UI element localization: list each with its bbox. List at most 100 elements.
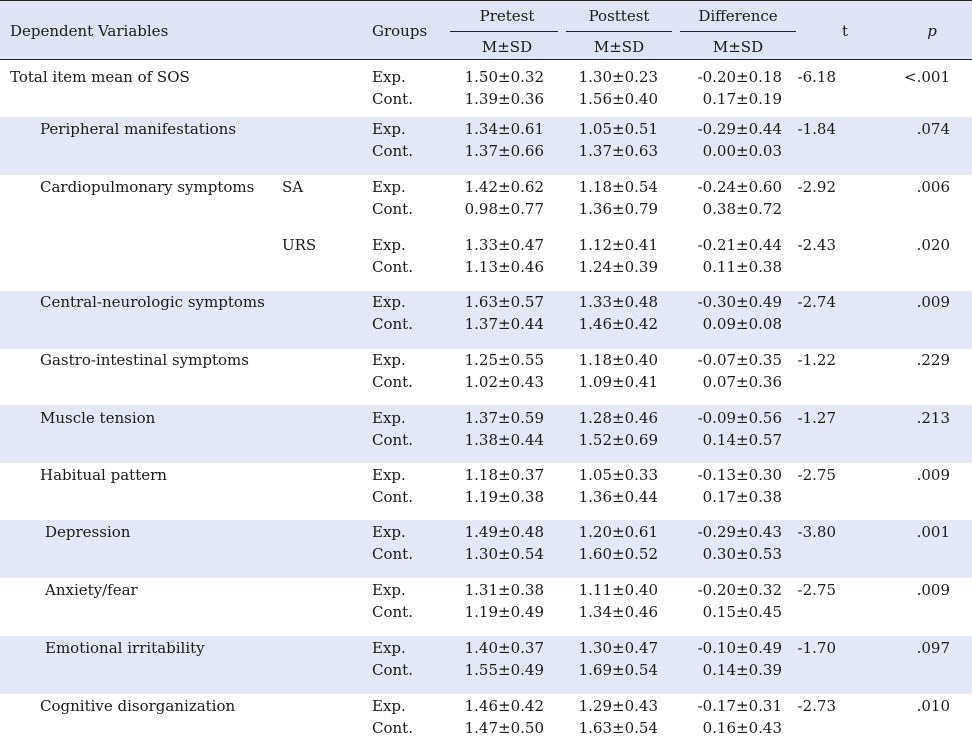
pretest-cell-cont: 1.38±0.44 [464,431,544,449]
posttest-cell-cont: 1.37±0.63 [578,142,658,160]
difference-underline [680,31,796,32]
difference-cell-cont: 0.17±0.19 [702,90,782,108]
group-cell-cont: Cont. [372,603,413,621]
difference-cell-exp: -0.20±0.32 [697,581,782,599]
pretest-cell-exp: 1.34±0.61 [464,120,544,138]
pretest-cell: 1.63±0.57 1.37±0.44 [450,291,544,335]
group-cell: Exp. Cont. [372,464,432,508]
posttest-cell: 1.05±0.33 1.36±0.44 [566,464,658,508]
t-value: -1.22 [797,351,836,369]
header-p: p [927,22,937,40]
pretest-cell-exp: 1.63±0.57 [464,293,544,311]
difference-cell-exp: -0.29±0.44 [697,120,782,138]
posttest-cell-exp: 1.30±0.23 [578,68,658,86]
table-row: Central-neurologic symptoms -2.74 .009 Exp.… [0,291,972,349]
difference-cell-exp: -0.13±0.30 [697,466,782,484]
pretest-cell: 1.25±0.55 1.02±0.43 [450,349,544,393]
posttest-cell-cont: 1.36±0.44 [578,488,658,506]
row-label: Peripheral manifestations [40,120,237,138]
difference-cell-cont: 0.17±0.38 [702,488,782,506]
difference-cell-exp: -0.17±0.31 [697,697,782,715]
group-cell: Exp. Cont. [372,176,432,220]
row-sublabel: SA [282,178,304,196]
group-cell-cont: Cont. [372,661,413,679]
pretest-cell-cont: 1.55±0.49 [464,661,544,679]
posttest-cell-cont: 1.46±0.42 [578,315,658,333]
pretest-cell: 1.49±0.48 1.30±0.54 [450,521,544,565]
table-row: URS -2.43.020 Exp. Cont. 1.33±0.47 1.13±0.46 1… [0,233,972,291]
row-label: Emotional irritability [45,639,205,657]
group-cell-exp: Exp. [372,523,406,541]
posttest-underline [566,31,672,32]
posttest-cell-cont: 1.52±0.69 [578,431,658,449]
group-cell-cont: Cont. [372,488,413,506]
p-value: .020 [916,236,950,254]
posttest-cell: 1.30±0.47 1.69±0.54 [566,637,658,681]
pretest-cell-exp: 1.49±0.48 [464,523,544,541]
pretest-cell-cont: 0.98±0.77 [464,200,544,218]
table-row: Depression -3.80 .001 Exp. Cont. 1.49±0.48 1.3… [0,520,972,578]
p-value: .010 [916,697,950,715]
posttest-cell-exp: 1.20±0.61 [578,523,658,541]
row-label: Cardiopulmonary symptoms [40,178,255,196]
difference-cell-cont: 0.09±0.08 [702,315,782,333]
t-value: -2.92 [797,178,836,196]
posttest-cell-exp: 1.29±0.43 [578,697,658,715]
group-cell: Exp. Cont. [372,407,432,451]
difference-cell-exp: -0.09±0.56 [697,409,782,427]
group-cell-cont: Cont. [372,315,413,333]
difference-cell-cont: 0.15±0.45 [702,603,782,621]
t-value: -1.27 [797,409,836,427]
pretest-cell: 1.40±0.37 1.55±0.49 [450,637,544,681]
difference-cell-exp: -0.21±0.44 [697,236,782,254]
t-value: -2.43 [797,236,836,254]
row-label: Depression [45,523,131,541]
pretest-cell: 1.46±0.42 1.47±0.50 [450,695,544,739]
table-row: Habitual pattern -2.75 .009 Exp. Cont. 1.18±0… [0,463,972,521]
pretest-cell-cont: 1.37±0.44 [464,315,544,333]
posttest-cell-exp: 1.28±0.46 [578,409,658,427]
pretest-cell: 1.34±0.61 1.37±0.66 [450,118,544,162]
difference-cell-cont: 0.07±0.36 [702,373,782,391]
t-value: -2.74 [797,293,836,311]
row-label: Total item mean of SOS [10,68,190,86]
posttest-cell-exp: 1.18±0.54 [578,178,658,196]
difference-cell-exp: -0.20±0.18 [697,68,782,86]
pretest-cell: 1.37±0.59 1.38±0.44 [450,407,544,451]
row-sublabel: URS [282,236,317,254]
row-label: Anxiety/fear [45,581,138,599]
difference-cell-exp: -0.24±0.60 [697,178,782,196]
t-value: -6.18 [797,68,836,86]
difference-cell-cont: 0.00±0.03 [702,142,782,160]
pretest-cell-cont: 1.19±0.38 [464,488,544,506]
pretest-cell-exp: 1.25±0.55 [464,351,544,369]
posttest-cell-cont: 1.24±0.39 [578,258,658,276]
group-cell-exp: Exp. [372,581,406,599]
posttest-cell: 1.30±0.23 1.56±0.40 [566,66,658,110]
table-row: Cognitive disorganization -2.73 .010 Exp. Co… [0,694,972,744]
group-cell-exp: Exp. [372,68,406,86]
group-cell-exp: Exp. [372,351,406,369]
posttest-cell-cont: 1.60±0.52 [578,545,658,563]
table-row: Gastro-intestinal symptoms -1.22 .229 Exp. C… [0,348,972,406]
header-pretest: Pretest [479,7,535,25]
posttest-cell-cont: 1.34±0.46 [578,603,658,621]
pretest-cell-exp: 1.42±0.62 [464,178,544,196]
row-label: Central-neurologic symptoms [40,293,265,311]
posttest-cell-exp: 1.12±0.41 [578,236,658,254]
posttest-cell: 1.29±0.43 1.63±0.54 [566,695,658,739]
pretest-cell-cont: 1.39±0.36 [464,90,544,108]
posttest-cell-exp: 1.18±0.40 [578,351,658,369]
group-cell-cont: Cont. [372,200,413,218]
p-value: .097 [916,639,950,657]
difference-cell-cont: 0.14±0.57 [702,431,782,449]
posttest-cell-exp: 1.30±0.47 [578,639,658,657]
header-dependent-variables: Dependent Variables [10,22,169,40]
pretest-cell-exp: 1.31±0.38 [464,581,544,599]
difference-cell: -0.30±0.49 0.09±0.08 [680,291,782,335]
difference-cell: -0.17±0.31 0.16±0.43 [680,695,782,739]
difference-cell-exp: -0.29±0.43 [697,523,782,541]
group-cell: Exp. Cont. [372,637,432,681]
posttest-cell-exp: 1.05±0.51 [578,120,658,138]
